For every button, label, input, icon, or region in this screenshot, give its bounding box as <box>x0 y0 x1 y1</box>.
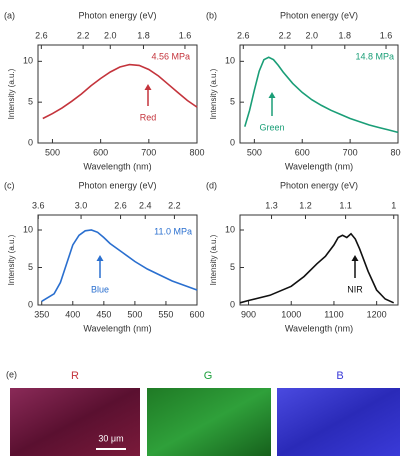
x-tick-label: 700 <box>141 147 156 157</box>
scale-bar-label: 30 μm <box>98 433 123 443</box>
micrograph <box>10 388 140 456</box>
y-tick-label: 10 <box>225 56 235 66</box>
y-axis-title: Intensity (a.u.) <box>209 234 218 285</box>
y-axis-title: Intensity (a.u.) <box>7 234 16 285</box>
y-tick-label: 0 <box>28 137 33 147</box>
marker-arrowhead <box>268 92 276 98</box>
marker-label: Blue <box>91 284 109 294</box>
y-axis-title: Intensity (a.u.) <box>209 68 218 119</box>
x-tick-label: 400 <box>65 309 80 319</box>
x2-tick-label: 2.6 <box>114 200 127 210</box>
x2-tick-label: 2.2 <box>279 30 292 40</box>
plot-frame <box>239 44 399 144</box>
x2-axis-title: Photon energy (eV) <box>280 180 358 190</box>
x-tick-label: 500 <box>45 147 60 157</box>
panel-label: (b) <box>206 10 217 20</box>
y-tick-label: 10 <box>23 224 33 234</box>
image-label: R <box>71 370 79 382</box>
x-tick-label: 450 <box>96 309 111 319</box>
marker-arrowhead <box>351 255 359 261</box>
image-label: G <box>204 370 213 382</box>
x-axis-title: Wavelength (nm) <box>285 161 353 171</box>
y-tick-label: 0 <box>230 299 235 309</box>
marker-label: NIR <box>347 284 363 294</box>
x-tick-label: 500 <box>247 147 262 157</box>
y-tick-label: 0 <box>230 137 235 147</box>
x2-tick-label: 1.2 <box>299 200 312 210</box>
image-label: B <box>336 370 343 382</box>
micrograph <box>277 388 400 456</box>
x2-tick-label: 2.4 <box>139 200 152 210</box>
panel-label: (e) <box>6 369 17 379</box>
x2-axis-title: Photon energy (eV) <box>78 10 156 20</box>
x2-axis-title: Photon energy (eV) <box>78 180 156 190</box>
marker-label: Red <box>140 112 157 122</box>
x2-tick-label: 2.6 <box>237 30 250 40</box>
plot-frame <box>239 214 399 306</box>
y-tick-label: 5 <box>28 97 33 107</box>
x2-tick-label: 1.8 <box>137 30 150 40</box>
x2-tick-label: 3.0 <box>75 200 88 210</box>
marker-label: Green <box>259 122 284 132</box>
x2-tick-label: 1.6 <box>179 30 192 40</box>
x-tick-label: 350 <box>34 309 49 319</box>
x-tick-label: 550 <box>158 309 173 319</box>
y-tick-label: 10 <box>225 224 235 234</box>
annotation: 14.8 MPa <box>355 51 394 61</box>
micrograph <box>147 388 271 456</box>
x2-tick-label: 1.6 <box>380 30 393 40</box>
x2-tick-label: 2.2 <box>77 30 90 40</box>
x-axis-title: Wavelength (nm) <box>285 323 353 333</box>
x-tick-label: 800 <box>189 147 204 157</box>
plot-frame <box>37 214 198 306</box>
x-axis-title: Wavelength (nm) <box>83 323 151 333</box>
panel-label: (c) <box>4 180 15 190</box>
x-tick-label: 1000 <box>281 309 301 319</box>
panel-label: (a) <box>4 10 15 20</box>
x-tick-label: 900 <box>241 309 256 319</box>
marker-arrowhead <box>144 84 152 90</box>
x2-tick-label: 2.6 <box>35 30 48 40</box>
x2-tick-label: 1.8 <box>339 30 352 40</box>
x2-tick-label: 2.2 <box>168 200 181 210</box>
y-tick-label: 10 <box>23 56 33 66</box>
y-tick-label: 0 <box>28 299 33 309</box>
annotation: 4.56 MPa <box>151 51 190 61</box>
x-tick-label: 600 <box>189 309 204 319</box>
y-tick-label: 5 <box>230 97 235 107</box>
x-tick-label: 1100 <box>324 309 343 319</box>
y-axis-title: Intensity (a.u.) <box>7 68 16 119</box>
x-tick-label: 500 <box>127 309 142 319</box>
x-tick-label: 700 <box>343 147 358 157</box>
spectrum-line <box>41 229 198 302</box>
x-axis-title: Wavelength (nm) <box>83 161 151 171</box>
x2-tick-label: 2.0 <box>306 30 319 40</box>
x2-tick-label: 1.3 <box>265 200 278 210</box>
annotation: 11.0 MPa <box>154 226 192 236</box>
x-tick-label: 600 <box>93 147 108 157</box>
x-tick-label: 1200 <box>367 309 387 319</box>
x2-tick-label: 2.0 <box>104 30 117 40</box>
spectrum-line <box>239 232 395 304</box>
panel-label: (d) <box>206 180 217 190</box>
spectrum-line <box>244 56 399 134</box>
x2-axis-title: Photon energy (eV) <box>280 10 358 20</box>
x-tick-label: 600 <box>295 147 310 157</box>
x2-tick-label: 1.1 <box>339 200 352 210</box>
x2-tick-label: 3.6 <box>32 200 45 210</box>
marker-arrowhead <box>96 255 104 261</box>
plot-frame <box>37 44 198 144</box>
y-tick-label: 5 <box>230 262 235 272</box>
spectrum-line <box>42 63 198 120</box>
x2-tick-label: 1 <box>391 200 396 210</box>
x-tick-label: 800 <box>390 147 401 157</box>
y-tick-label: 5 <box>28 262 33 272</box>
